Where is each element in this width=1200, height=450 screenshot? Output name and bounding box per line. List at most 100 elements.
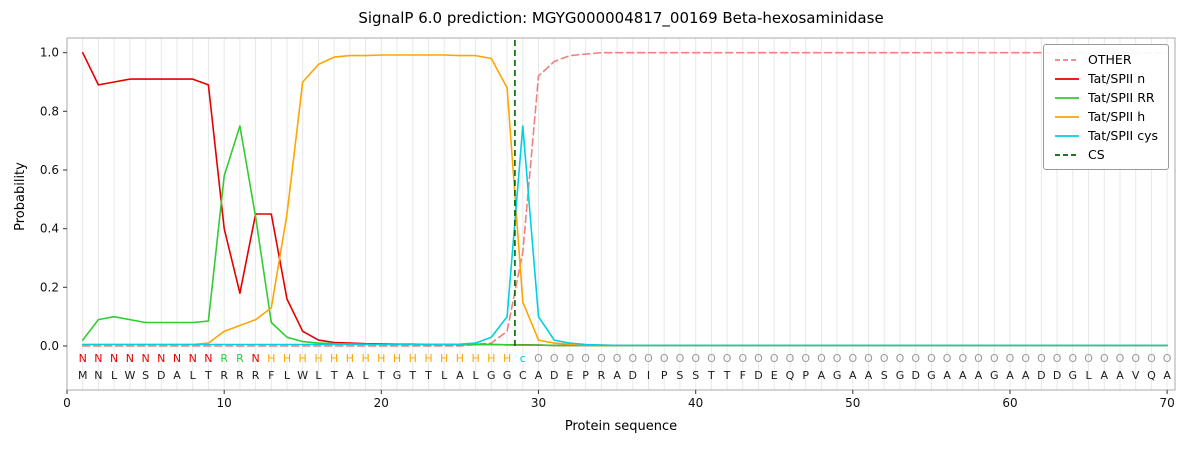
sequence-letter: S — [881, 369, 888, 382]
annotation-letter: O — [754, 352, 763, 365]
legend-entry-tat-spii-cys: Tat/SPII cys — [1054, 128, 1158, 143]
sequence-letter: T — [204, 369, 212, 382]
annotation-letter: N — [189, 352, 197, 365]
sequence-letter: R — [220, 369, 228, 382]
sequence-letter: T — [377, 369, 385, 382]
legend-line-sample — [1055, 115, 1080, 118]
annotation-letter: O — [943, 352, 952, 365]
annotation-letter: H — [424, 352, 432, 365]
annotation-letter: R — [220, 352, 228, 365]
annotation-letter: N — [126, 352, 134, 365]
legend-entry-tat-spii-h: Tat/SPII h — [1054, 109, 1158, 124]
sequence-letter: F — [268, 369, 274, 382]
annotation-letter: O — [848, 352, 857, 365]
annotation-letter: O — [660, 352, 669, 365]
annotation-letter: O — [707, 352, 716, 365]
sequence-letter: P — [802, 369, 809, 382]
sequence-letter: R — [252, 369, 260, 382]
sequence-letter: I — [647, 369, 650, 382]
sequence-letter: A — [849, 369, 857, 382]
annotation-letter: O — [723, 352, 732, 365]
sequence-letter: N — [94, 369, 102, 382]
series-line-tat-spii-n — [81, 51, 1168, 347]
sequence-letter: L — [1086, 369, 1093, 382]
annotation-letter: H — [283, 352, 291, 365]
sequence-letter: G — [833, 369, 842, 382]
series-line-tat-spii-h — [81, 54, 1168, 347]
annotation-letter: O — [864, 352, 873, 365]
x-tick-label: 40 — [688, 396, 703, 410]
sequence-letter: G — [393, 369, 402, 382]
y-tick-label: 0.6 — [40, 163, 59, 177]
sequence-letter: D — [629, 369, 637, 382]
annotation-letter: O — [1100, 352, 1109, 365]
legend-line-sample — [1055, 153, 1080, 156]
sequence-letter: S — [142, 369, 149, 382]
annotation-letter: O — [927, 352, 936, 365]
legend-label: Tat/SPII n — [1088, 71, 1146, 86]
sequence-letter: Q — [1147, 369, 1156, 382]
annotation-letter: O — [801, 352, 810, 365]
y-tick-label: 1.0 — [40, 46, 59, 60]
sequence-letter: D — [157, 369, 165, 382]
annotation-letter: O — [911, 352, 920, 365]
legend-entry-tat-spii-rr: Tat/SPII RR — [1054, 90, 1158, 105]
annotation-letter: O — [644, 352, 653, 365]
x-tick-label: 60 — [1002, 396, 1017, 410]
annotation-letter: H — [503, 352, 511, 365]
annotation-letter: O — [974, 352, 983, 365]
y-tick-label: 0.2 — [40, 280, 59, 294]
annotation-letter: O — [1006, 352, 1015, 365]
sequence-letter: A — [1101, 369, 1109, 382]
series-line-tat-spii-rr — [81, 125, 1168, 347]
sequence-letter: A — [865, 369, 873, 382]
sequence-letter: E — [771, 369, 778, 382]
sequence-letter: W — [124, 369, 135, 382]
annotation-letter: O — [628, 352, 637, 365]
sequence-letter: C — [519, 369, 527, 382]
sequence-letter: S — [676, 369, 683, 382]
annotation-letter: O — [896, 352, 905, 365]
sequence-letter: R — [598, 369, 606, 382]
annotation-letter: O — [958, 352, 967, 365]
x-tick-label: 30 — [531, 396, 546, 410]
x-tick-label: 50 — [845, 396, 860, 410]
annotation-letter: N — [79, 352, 87, 365]
series-line-tat-spii-cys — [81, 125, 1168, 347]
sequence-letter: F — [740, 369, 746, 382]
sequence-letter: A — [975, 369, 983, 382]
sequence-letter: A — [959, 369, 967, 382]
y-tick-label: 0.4 — [40, 222, 59, 236]
annotation-letter: O — [1021, 352, 1030, 365]
sequence-letter: T — [723, 369, 731, 382]
annotation-letter: H — [361, 352, 369, 365]
sequence-letter: T — [408, 369, 416, 382]
legend-label: Tat/SPII h — [1088, 109, 1146, 124]
sequence-letter: L — [441, 369, 448, 382]
legend-line-sample — [1055, 58, 1080, 61]
sequence-letter: L — [473, 369, 480, 382]
annotation-letter: O — [770, 352, 779, 365]
annotation-letter: N — [141, 352, 149, 365]
sequence-letter: G — [990, 369, 999, 382]
legend-entry-cs: CS — [1054, 147, 1158, 162]
legend-entry-tat-spii-n: Tat/SPII n — [1054, 71, 1158, 86]
sequence-letter: A — [1116, 369, 1124, 382]
sequence-letter: L — [315, 369, 322, 382]
sequence-letter: E — [566, 369, 573, 382]
sequence-letter: L — [190, 369, 197, 382]
sequence-letter: D — [1037, 369, 1045, 382]
annotation-letter: H — [393, 352, 401, 365]
annotation-letter: O — [597, 352, 606, 365]
legend-label: Tat/SPII cys — [1088, 128, 1158, 143]
annotation-letter: c — [520, 352, 526, 365]
legend-label: Tat/SPII RR — [1088, 90, 1155, 105]
annotation-letter: H — [267, 352, 275, 365]
annotation-letter: H — [314, 352, 322, 365]
sequence-letter: A — [346, 369, 354, 382]
annotation-letter: O — [534, 352, 543, 365]
sequence-letter: A — [535, 369, 543, 382]
annotation-letter: O — [613, 352, 622, 365]
plot-frame — [66, 37, 1176, 391]
annotation-letter: O — [1163, 352, 1172, 365]
